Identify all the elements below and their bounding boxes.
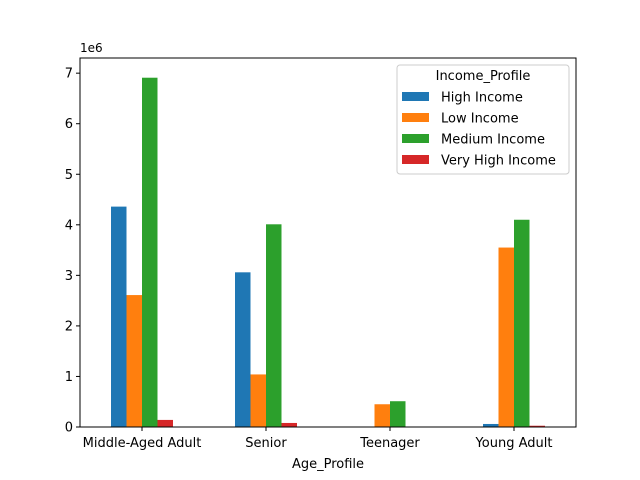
y-tick-label: 6 (65, 117, 73, 132)
bar-low-income-senior (250, 374, 266, 427)
legend-swatch (402, 134, 429, 143)
bar-high-income-young-adult (483, 423, 499, 427)
y-tick-label: 7 (65, 67, 73, 82)
bar-very-high-income-middle-aged-adult (157, 419, 173, 427)
legend-label: Low Income (441, 112, 519, 127)
legend-label: High Income (441, 91, 523, 106)
legend-title: Income_Profile (436, 69, 531, 84)
y-tick-label: 4 (65, 218, 73, 233)
bar-medium-income-young-adult (514, 219, 530, 427)
legend-swatch (402, 92, 429, 101)
x-tick-label: Young Adult (475, 436, 553, 451)
legend-label: Very High Income (441, 154, 556, 169)
bar-low-income-teenager (374, 404, 390, 427)
bars-group (111, 77, 545, 428)
bar-medium-income-senior (266, 224, 282, 427)
legend-label: Medium Income (441, 133, 545, 148)
axes-frame (79, 57, 577, 428)
bar-very-high-income-young-adult (529, 425, 545, 427)
y-tick-label: 2 (65, 319, 73, 334)
legend-swatch (402, 155, 429, 164)
legend-items: High Income Low Income Medium Income Very H… (402, 91, 556, 169)
bar-low-income-young-adult (498, 247, 514, 427)
x-tick-label: Middle-Aged Adult (83, 436, 202, 451)
x-axis-label: Age_Profile (292, 457, 364, 472)
bar-high-income-middle-aged-adult (111, 206, 127, 427)
bar-very-high-income-senior (281, 422, 297, 427)
legend: Income_Profile High Income Low Income Medi… (396, 64, 570, 175)
y-tick-label: 1 (65, 370, 73, 385)
bar-medium-income-teenager (390, 401, 406, 427)
x-tick-label: Teenager (359, 436, 420, 451)
y-tick-label: 3 (65, 269, 73, 284)
y-tick-label: 0 (65, 421, 73, 436)
y-axis-multiplier: 1e6 (80, 41, 103, 55)
bar-low-income-middle-aged-adult (126, 295, 142, 427)
legend-swatch (402, 113, 429, 122)
legend-box (396, 64, 570, 175)
x-axis: Middle-Aged Adult Senior Teenager Young Adu… (83, 427, 553, 451)
y-tick-label: 5 (65, 168, 73, 183)
x-tick-label: Senior (245, 436, 287, 451)
bar-high-income-senior (235, 272, 251, 427)
y-axis: 0 1 2 3 4 5 6 7 (65, 67, 80, 436)
bar-medium-income-middle-aged-adult (142, 77, 158, 428)
